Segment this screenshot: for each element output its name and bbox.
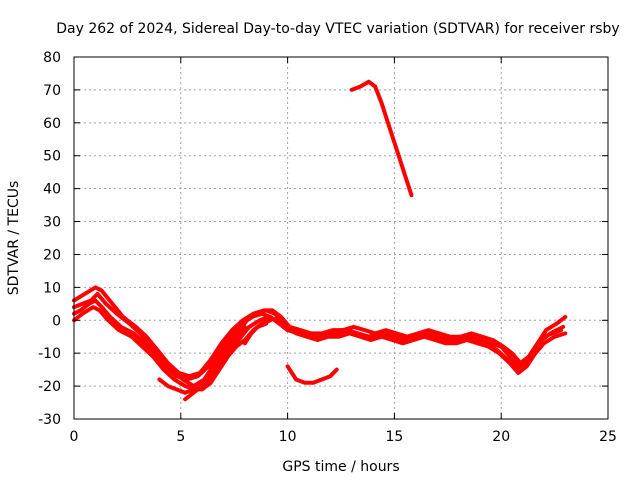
y-tick-label: 80 bbox=[43, 50, 61, 66]
series-line-band-3 bbox=[72, 305, 568, 392]
series-line-band-6 bbox=[242, 321, 269, 346]
series-line-band-9 bbox=[183, 324, 247, 402]
series-line-band-8 bbox=[349, 79, 414, 198]
series-line-band-2 bbox=[72, 291, 566, 389]
x-tick-label: 25 bbox=[599, 429, 617, 445]
x-tick-label: 20 bbox=[492, 429, 510, 445]
y-tick-label: 20 bbox=[43, 247, 61, 263]
y-tick-label: 0 bbox=[52, 313, 61, 329]
y-tick-label: 70 bbox=[43, 83, 61, 99]
y-tick-label: 40 bbox=[43, 182, 61, 198]
y-tick-label: -30 bbox=[38, 412, 61, 428]
y-tick-label: 30 bbox=[43, 215, 61, 231]
data-series bbox=[72, 79, 568, 402]
axis-ticks: 0 5 10 15 20 25 -30 -20 -10 0 10 20 30 40 50 60 70 80 bbox=[38, 50, 617, 445]
x-tick-label: 10 bbox=[279, 429, 297, 445]
y-tick-label: -20 bbox=[38, 379, 61, 395]
y-tick-label: -10 bbox=[38, 346, 61, 362]
x-axis-label: GPS time / hours bbox=[282, 459, 399, 475]
x-tick-label: 5 bbox=[176, 429, 185, 445]
y-tick-label: 60 bbox=[43, 116, 61, 132]
series-line-band-7 bbox=[285, 364, 339, 385]
chart-title: Day 262 of 2024, Sidereal Day-to-day VTE… bbox=[56, 21, 619, 37]
grid bbox=[74, 57, 608, 419]
y-tick-label: 50 bbox=[43, 149, 61, 165]
y-tick-label: 10 bbox=[43, 280, 61, 296]
x-tick-label: 15 bbox=[385, 429, 403, 445]
x-tick-label: 0 bbox=[70, 429, 79, 445]
plot-frame bbox=[73, 56, 609, 420]
series-line-band-4 bbox=[72, 285, 568, 379]
y-axis-label: SDTVAR / TECUs bbox=[6, 181, 22, 296]
